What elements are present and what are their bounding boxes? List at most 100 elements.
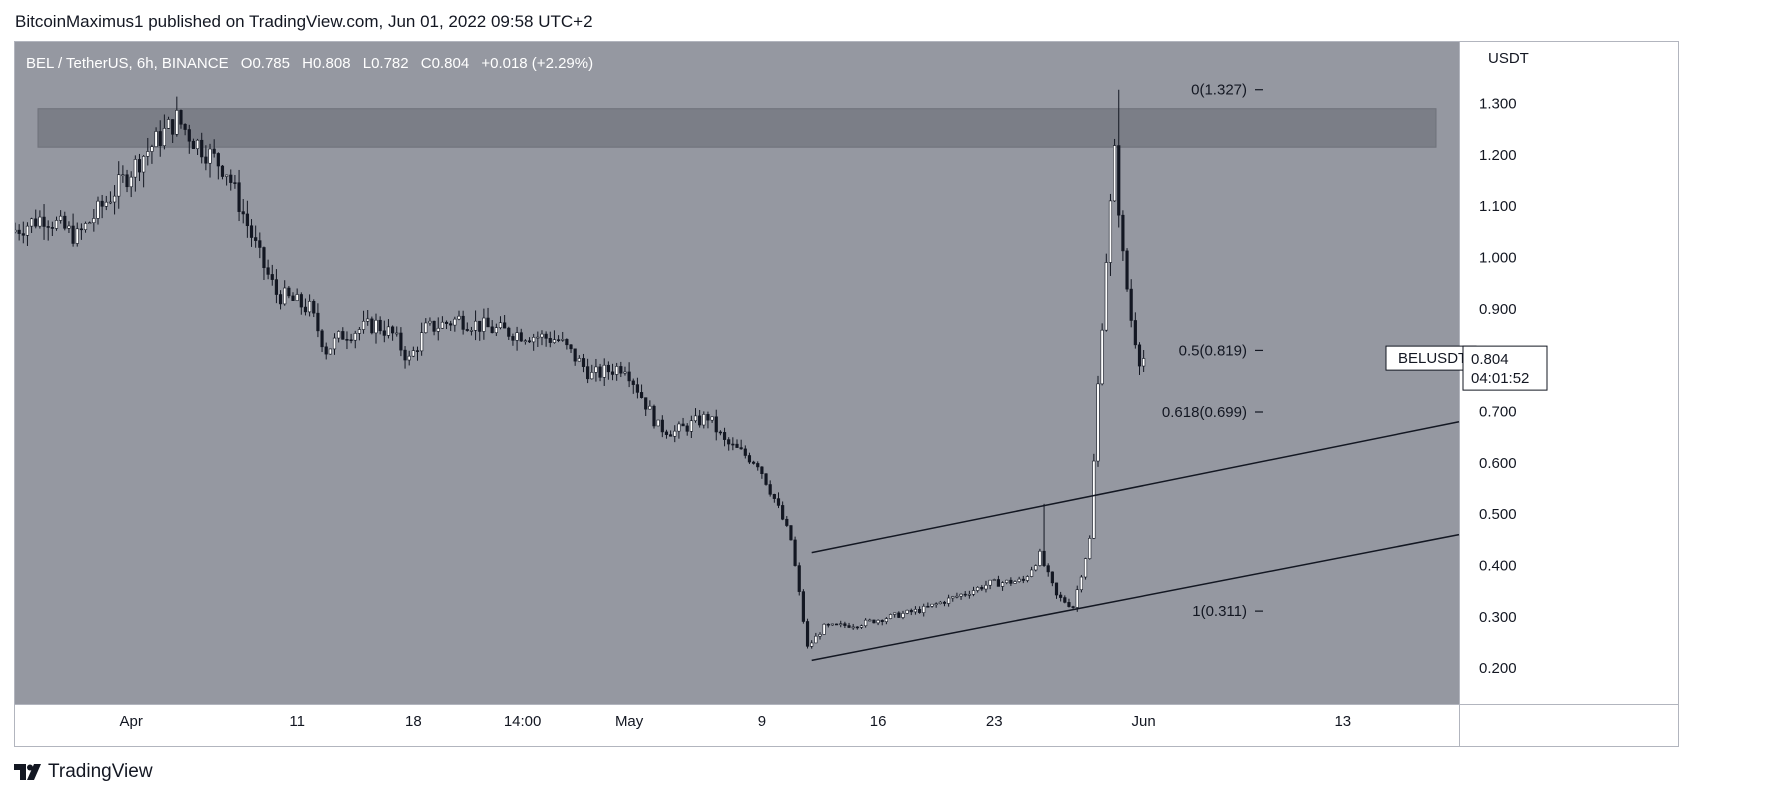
candle	[893, 612, 897, 615]
candle	[722, 432, 727, 440]
plot-background	[15, 42, 1459, 704]
candle	[698, 415, 702, 426]
candle	[42, 216, 46, 227]
chart-frame[interactable]: 0(1.327) 0.5(0.819) 0.618(0.699) 1(0.311) 0…	[13, 41, 1679, 747]
candle	[204, 156, 208, 164]
candle	[1092, 460, 1096, 539]
candle	[457, 315, 461, 320]
candle	[855, 626, 859, 629]
publish-header: BitcoinMaximus1 published on TradingView…	[15, 12, 593, 31]
candle	[229, 174, 233, 183]
candle	[793, 539, 797, 566]
candle	[548, 338, 552, 343]
candle	[859, 625, 864, 628]
price-tick-label: 1.200	[1479, 147, 1517, 164]
candle	[332, 337, 337, 350]
candle	[54, 220, 59, 229]
candle	[195, 139, 200, 149]
tradingview-footer[interactable]: TradingView	[14, 761, 153, 783]
candle	[17, 229, 21, 234]
candle	[270, 274, 274, 280]
time-tick-label: 9	[758, 713, 766, 730]
candle	[772, 494, 776, 499]
candle	[108, 201, 113, 204]
price-tag: BELUSDT 0.804 04:01:52	[1385, 345, 1548, 391]
candle	[976, 587, 980, 591]
candle	[88, 222, 92, 225]
candle	[212, 148, 216, 154]
channel-line-lower	[811, 533, 1460, 662]
legend-open-label: O	[241, 55, 253, 72]
candle	[527, 340, 532, 343]
candle	[905, 609, 909, 614]
candle	[295, 294, 299, 301]
time-tick-label: 23	[986, 713, 1003, 730]
candle	[25, 225, 30, 236]
candle	[544, 333, 548, 339]
candle	[92, 218, 96, 224]
candle	[158, 131, 162, 146]
price-tick-label: 0.200	[1479, 660, 1517, 677]
candle	[884, 618, 888, 623]
candle	[30, 218, 34, 227]
candle	[67, 225, 71, 229]
candle	[162, 128, 166, 146]
candle	[917, 609, 922, 613]
candle	[1013, 581, 1017, 584]
candle	[146, 151, 150, 157]
candle	[353, 333, 357, 341]
candles-group	[13, 89, 1146, 649]
candle	[930, 603, 934, 607]
candle	[142, 156, 146, 173]
candle	[150, 146, 154, 152]
candle	[598, 366, 602, 378]
candle	[1129, 288, 1133, 321]
price-tick-label: 0.700	[1479, 403, 1517, 420]
candle	[627, 371, 631, 382]
candle	[166, 119, 171, 129]
candle	[233, 182, 237, 184]
legend-low-label: L	[363, 55, 371, 72]
price-chart[interactable]: 0(1.327) 0.5(0.819) 0.618(0.699) 1(0.311) 0…	[13, 42, 1678, 746]
candle	[731, 443, 735, 446]
candle	[631, 380, 635, 385]
candle	[461, 315, 465, 330]
candle	[349, 339, 353, 342]
legend-low-value: 0.782	[371, 55, 409, 72]
candle	[1075, 589, 1079, 608]
candle	[112, 195, 117, 203]
candle	[511, 336, 515, 341]
candle	[125, 174, 129, 188]
candle	[677, 423, 681, 432]
candle	[386, 326, 391, 336]
candle	[258, 240, 262, 248]
candle	[465, 329, 469, 331]
candle	[374, 319, 378, 334]
candle	[552, 339, 557, 343]
candle	[834, 623, 839, 626]
candle	[391, 326, 395, 334]
candle	[507, 327, 511, 337]
candle	[13, 229, 17, 233]
candle	[316, 312, 320, 332]
candle	[399, 332, 403, 351]
candle	[569, 344, 573, 350]
candle	[179, 110, 183, 125]
candle	[610, 371, 615, 375]
candle	[308, 301, 312, 313]
candle	[955, 595, 959, 598]
candle	[403, 349, 407, 361]
candle	[503, 322, 507, 329]
candle	[768, 484, 772, 495]
candle	[843, 623, 847, 626]
candle	[967, 593, 971, 596]
candle	[652, 405, 656, 427]
candle	[411, 350, 415, 357]
candle	[245, 213, 249, 227]
candle	[21, 233, 25, 236]
candle	[291, 295, 295, 301]
candle	[1096, 383, 1100, 462]
candle	[1137, 344, 1142, 367]
candle	[241, 211, 245, 215]
price-axis-currency: USDT	[1488, 50, 1529, 67]
